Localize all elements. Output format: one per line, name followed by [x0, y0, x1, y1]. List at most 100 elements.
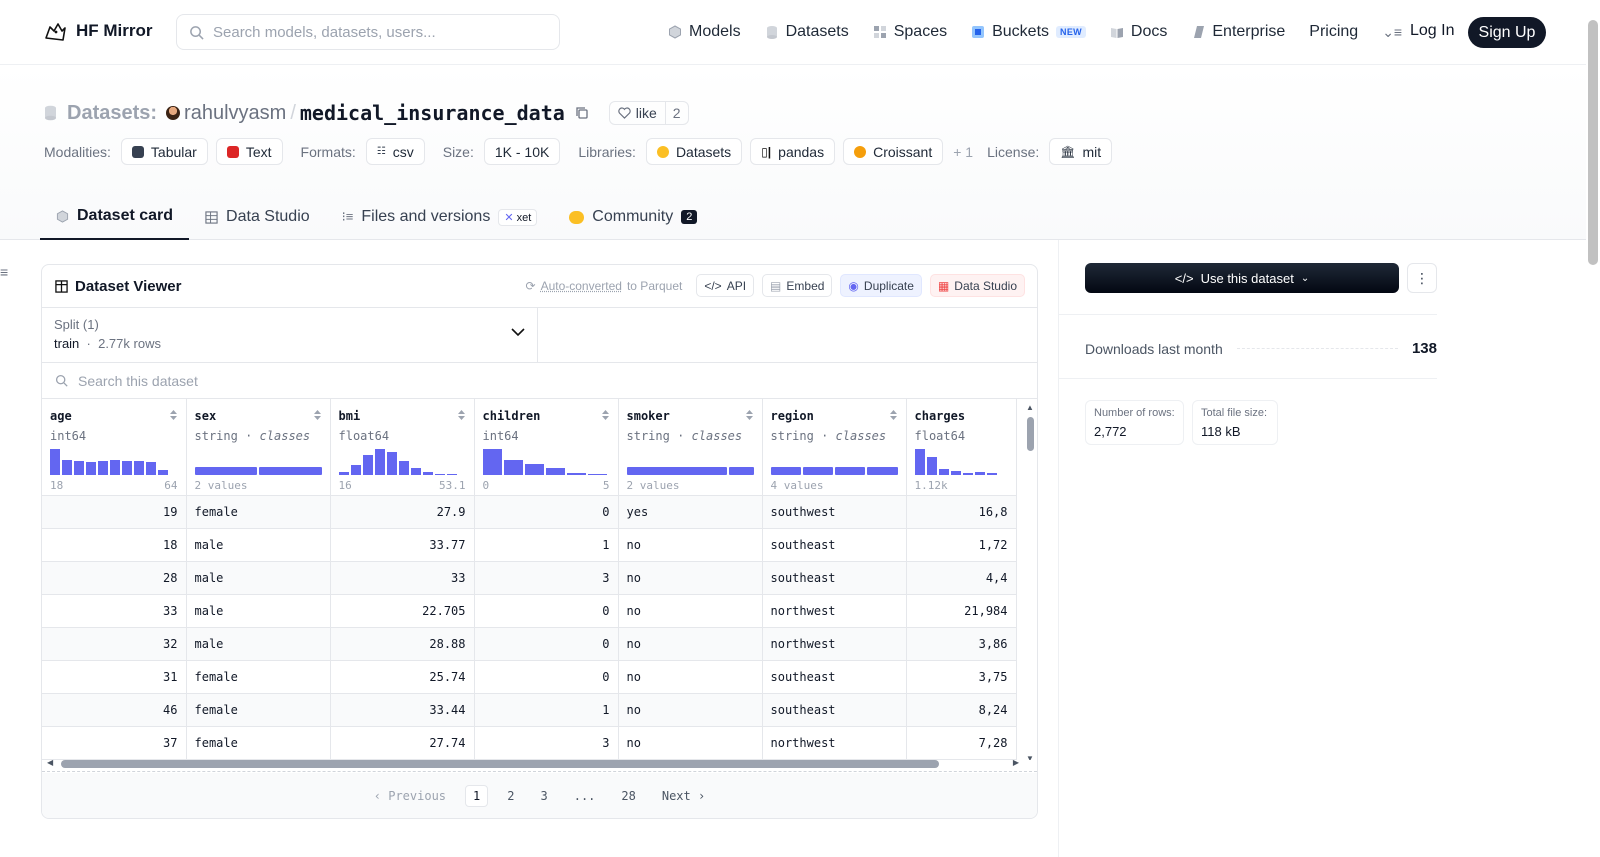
size-tag[interactable]: 1K - 10K: [483, 138, 561, 165]
sort-icon[interactable]: [889, 409, 898, 424]
table-cell[interactable]: 19: [42, 495, 187, 529]
table-row[interactable]: 32 male 28.88 0 no northwest 3,86: [42, 627, 1017, 661]
copy-icon[interactable]: [575, 106, 589, 120]
table-cell[interactable]: southeast: [762, 660, 907, 694]
modality-tabular-tag[interactable]: Tabular: [120, 138, 208, 165]
table-cell[interactable]: no: [618, 726, 763, 760]
scroll-down-arrow-icon[interactable]: ▼: [1026, 754, 1034, 760]
scroll-up-arrow-icon[interactable]: ▲: [1026, 403, 1034, 412]
brand-logo[interactable]: HF Mirror: [42, 18, 153, 44]
tab-files-and-versions[interactable]: ⁝≡ Files and versions ✕ xet: [326, 194, 554, 240]
table-cell[interactable]: 27.9: [330, 495, 475, 529]
column-header-region[interactable]: region string · classes 4 values: [762, 399, 907, 496]
table-cell[interactable]: 3: [474, 561, 619, 595]
duplicate-button[interactable]: ◉ Duplicate: [840, 274, 922, 297]
table-cell[interactable]: female: [186, 660, 331, 694]
horizontal-scrollbar[interactable]: ◀ ▶: [42, 756, 1037, 772]
table-cell[interactable]: 3,86: [906, 627, 1017, 661]
embed-button[interactable]: ▤ Embed: [762, 274, 833, 297]
table-cell[interactable]: southeast: [762, 528, 907, 562]
nav-pricing[interactable]: Pricing: [1309, 23, 1359, 40]
library-pandas-tag[interactable]: ▯| pandas: [750, 138, 836, 165]
table-row[interactable]: 31 female 25.74 0 no southeast 3,75: [42, 660, 1017, 694]
more-libraries[interactable]: + 1: [953, 143, 974, 160]
table-cell[interactable]: 37: [42, 726, 187, 760]
table-cell[interactable]: 28.88: [330, 627, 475, 661]
library-datasets-tag[interactable]: Datasets: [645, 138, 743, 165]
table-cell[interactable]: no: [618, 627, 763, 661]
page-button[interactable]: 3: [540, 788, 548, 803]
signup-button[interactable]: Sign Up: [1468, 17, 1546, 48]
table-cell[interactable]: no: [618, 594, 763, 628]
repo-owner-link[interactable]: rahulvyasm: [184, 101, 287, 124]
column-header-age[interactable]: age int64 18 64: [42, 399, 187, 496]
more-options-icon[interactable]: ⋮: [1407, 263, 1437, 293]
table-cell[interactable]: male: [186, 561, 331, 595]
page-button[interactable]: 2: [507, 788, 515, 803]
sort-icon[interactable]: [745, 409, 754, 424]
scroll-thumb[interactable]: [1026, 417, 1034, 451]
page-scroll-thumb[interactable]: [1588, 20, 1598, 265]
table-cell[interactable]: 1: [474, 528, 619, 562]
table-row[interactable]: 28 male 33 3 no southeast 4,4: [42, 561, 1017, 595]
table-cell[interactable]: no: [618, 693, 763, 727]
table-row[interactable]: 46 female 33.44 1 no southeast 8,24: [42, 693, 1017, 727]
table-row[interactable]: 33 male 22.705 0 no northwest 21,984: [42, 594, 1017, 628]
nav-models[interactable]: Models: [668, 19, 741, 45]
vertical-scrollbar[interactable]: ▲ ▼: [1025, 403, 1035, 760]
sort-icon[interactable]: [457, 409, 466, 424]
table-cell[interactable]: southwest: [762, 495, 907, 529]
search-input[interactable]: [213, 23, 543, 41]
table-cell[interactable]: southeast: [762, 693, 907, 727]
nav-spaces[interactable]: Spaces: [873, 19, 947, 45]
table-cell[interactable]: female: [186, 495, 331, 529]
tab-community[interactable]: Community 2: [553, 194, 713, 240]
global-search[interactable]: [176, 14, 560, 50]
table-cell[interactable]: no: [618, 561, 763, 595]
table-cell[interactable]: 1: [474, 693, 619, 727]
nav-docs[interactable]: Docs: [1110, 19, 1167, 45]
table-cell[interactable]: 0: [474, 627, 619, 661]
nav-datasets[interactable]: Datasets: [765, 19, 849, 45]
table-cell[interactable]: 8,24: [906, 693, 1017, 727]
tab-dataset-card[interactable]: Dataset card: [40, 194, 190, 240]
table-cell[interactable]: 31: [42, 660, 187, 694]
nav-buckets[interactable]: Buckets NEW: [971, 19, 1086, 45]
next-page-button[interactable]: Next ›: [661, 788, 706, 803]
scroll-left-arrow-icon[interactable]: ◀: [47, 758, 54, 767]
auto-converted-link[interactable]: Auto-converted: [540, 278, 622, 293]
use-this-dataset-button[interactable]: </> Use this dataset ⌄: [1085, 263, 1399, 293]
table-cell[interactable]: 33: [42, 594, 187, 628]
table-cell[interactable]: 18: [42, 528, 187, 562]
sidebar-toggle-icon[interactable]: ≡: [0, 264, 9, 280]
table-cell[interactable]: northwest: [762, 627, 907, 661]
more-menu-icon[interactable]: ⌄≡: [1382, 23, 1403, 40]
sort-icon[interactable]: [169, 409, 178, 424]
table-cell[interactable]: male: [186, 594, 331, 628]
table-row[interactable]: 18 male 33.77 1 no southeast 1,72: [42, 528, 1017, 562]
tab-data-studio[interactable]: Data Studio: [189, 194, 326, 240]
table-cell[interactable]: 33.77: [330, 528, 475, 562]
library-croissant-tag[interactable]: Croissant: [843, 138, 944, 165]
table-cell[interactable]: 1,72: [906, 528, 1017, 562]
sort-icon[interactable]: [601, 409, 610, 424]
dataset-search[interactable]: [42, 362, 1037, 399]
table-cell[interactable]: male: [186, 627, 331, 661]
table-cell[interactable]: 0: [474, 660, 619, 694]
table-cell[interactable]: northwest: [762, 594, 907, 628]
data-studio-button[interactable]: ▦ Data Studio: [929, 274, 1025, 297]
column-header-charges[interactable]: charges float64 1.12k: [906, 399, 1017, 496]
column-header-smoker[interactable]: smoker string · classes 2 values: [618, 399, 763, 496]
table-cell[interactable]: 25.74: [330, 660, 475, 694]
split-selector[interactable]: Split (1) train · 2.77k rows: [42, 308, 538, 362]
table-cell[interactable]: 16,8: [906, 495, 1017, 529]
horizontal-scroll-thumb[interactable]: [61, 760, 939, 768]
table-cell[interactable]: 32: [42, 627, 187, 661]
format-csv-tag[interactable]: ☷ csv: [365, 138, 425, 165]
login-link[interactable]: Log In: [1410, 22, 1455, 39]
table-cell[interactable]: 4,4: [906, 561, 1017, 595]
table-cell[interactable]: northwest: [762, 726, 907, 760]
license-mit-tag[interactable]: 🏛 mit: [1049, 138, 1113, 165]
table-cell[interactable]: 46: [42, 693, 187, 727]
